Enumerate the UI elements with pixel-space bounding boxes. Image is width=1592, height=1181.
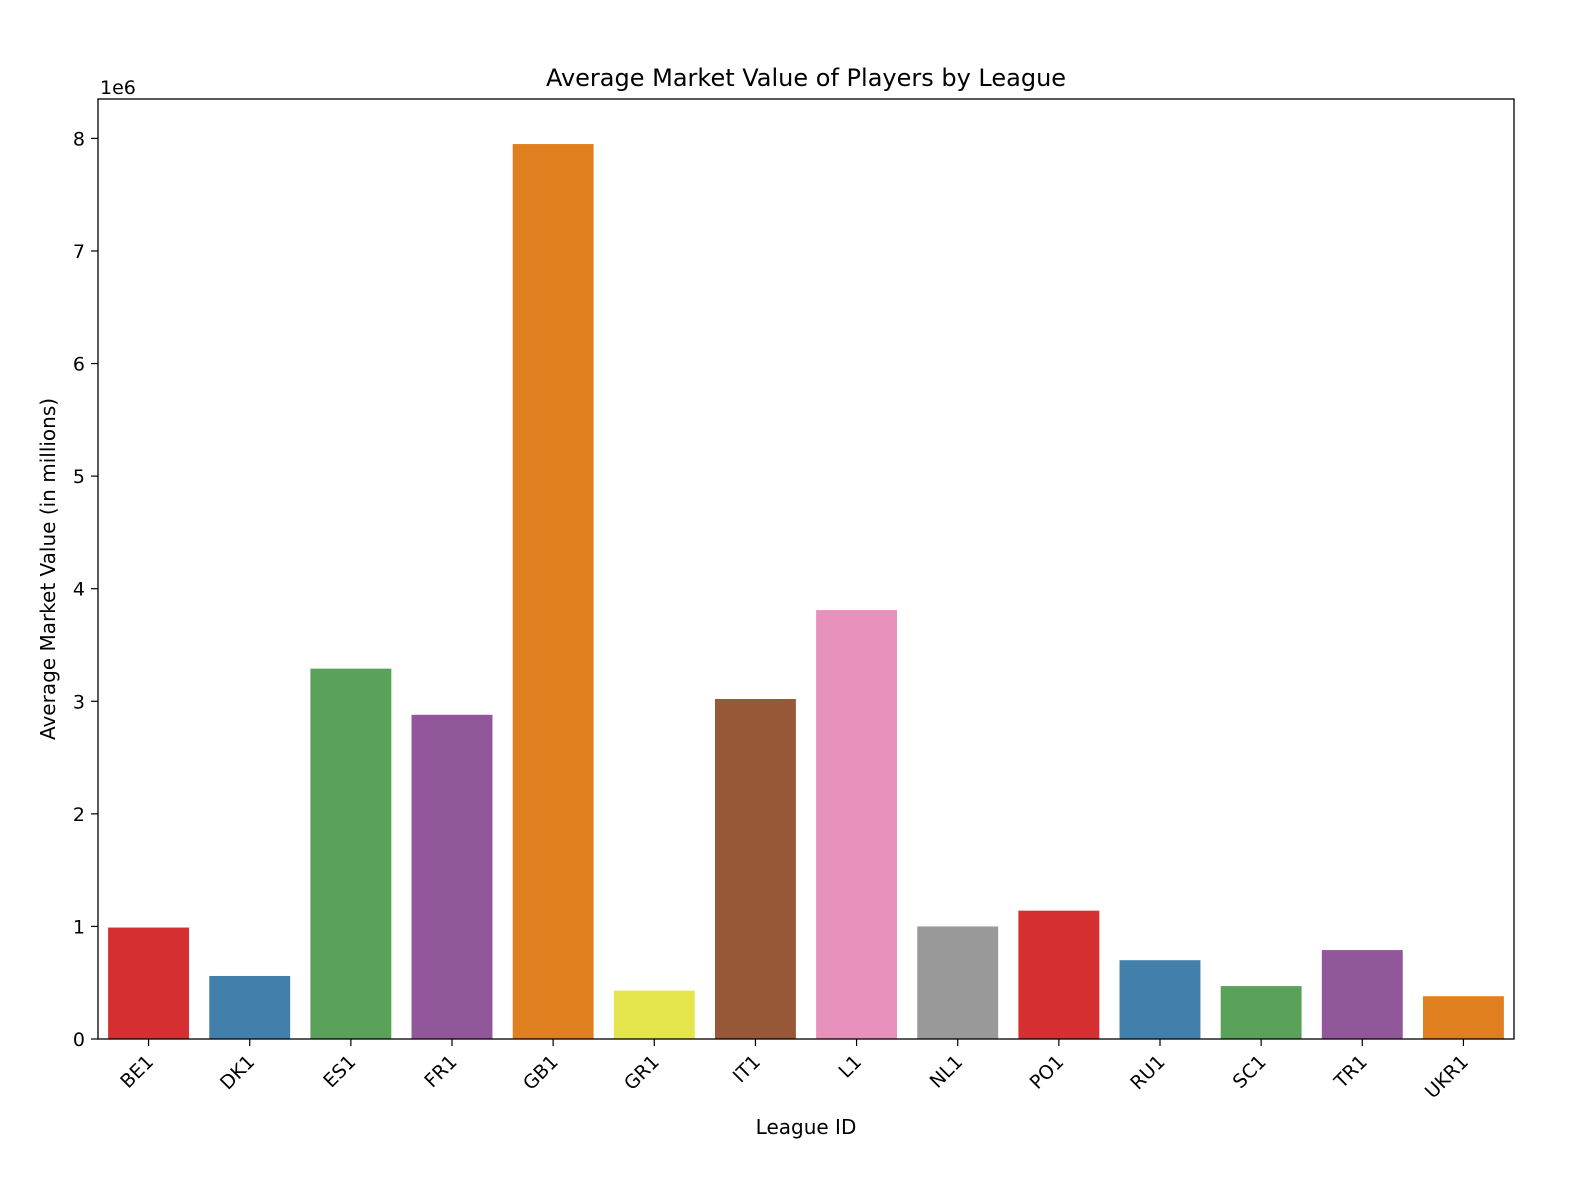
x-tick-label: PO1	[1026, 1051, 1069, 1094]
y-tick-label: 7	[73, 241, 85, 263]
y-tick-label: 2	[73, 804, 85, 826]
bars-group	[108, 144, 1504, 1039]
x-tick-label: IT1	[729, 1051, 765, 1087]
bar-tr1	[1321, 950, 1403, 1039]
y-tick-label: 8	[73, 128, 85, 150]
y-tick-label: 5	[73, 466, 85, 488]
bar-gr1	[613, 990, 695, 1039]
y-tick-label: 4	[73, 579, 85, 601]
x-axis-ticks: BE1 DK1 ES1 FR1 GB1 GR1 IT1 L1 NL1 PO1 RU1 SC1 TR1 UK…	[116, 1039, 1473, 1103]
y-axis-ticks: 0 1 2 3 4 5 6 7 8	[73, 128, 98, 1051]
bar-fr1	[411, 714, 493, 1039]
y-tick-label: 3	[73, 691, 85, 713]
x-tick-label: GR1	[620, 1051, 664, 1095]
bar-l1	[816, 610, 898, 1039]
x-tick-label: NL1	[926, 1051, 968, 1093]
bar-nl1	[917, 926, 999, 1039]
bar-ru1	[1119, 960, 1201, 1039]
x-tick-label: L1	[835, 1051, 867, 1083]
bar-es1	[310, 668, 392, 1039]
x-tick-label: SC1	[1229, 1051, 1271, 1093]
x-tick-label: ES1	[319, 1051, 360, 1092]
y-axis-offset-text: 1e6	[100, 77, 136, 99]
plot-frame	[97, 98, 1515, 1040]
x-tick-label: UKR1	[1421, 1051, 1473, 1103]
bar-it1	[714, 699, 796, 1039]
y-axis-label: Average Market Value (in millions)	[36, 398, 60, 740]
bar-ukr1	[1422, 996, 1504, 1039]
bar-po1	[1018, 910, 1100, 1039]
x-tick-label: FR1	[420, 1051, 461, 1092]
y-tick-label: 1	[73, 916, 85, 938]
x-tick-label: GB1	[519, 1051, 563, 1095]
x-tick-label: DK1	[216, 1051, 259, 1094]
bar-dk1	[209, 975, 291, 1039]
bar-be1	[108, 927, 190, 1039]
x-tick-label: TR1	[1329, 1051, 1371, 1093]
y-tick-label: 0	[73, 1029, 85, 1051]
chart-title: Average Market Value of Players by Leagu…	[546, 64, 1066, 92]
y-tick-label: 6	[73, 354, 85, 376]
bar-sc1	[1220, 986, 1302, 1039]
x-tick-label: RU1	[1126, 1051, 1169, 1094]
bar-gb1	[512, 144, 594, 1039]
x-axis-label: League ID	[756, 1115, 857, 1139]
x-tick-label: BE1	[116, 1051, 158, 1093]
